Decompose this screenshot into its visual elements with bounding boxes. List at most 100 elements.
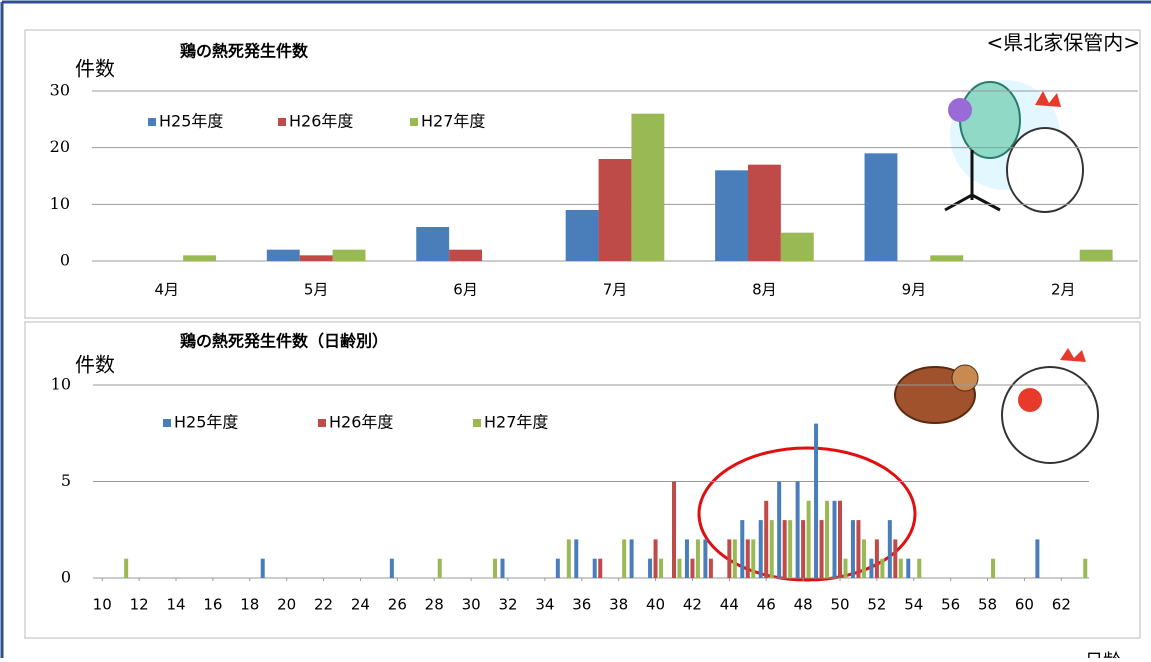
bar xyxy=(703,539,707,578)
bar xyxy=(574,539,578,578)
x-tick-label: 52 xyxy=(867,596,886,614)
bar xyxy=(648,559,652,578)
bar xyxy=(556,559,560,578)
bar xyxy=(501,559,505,578)
bar xyxy=(893,539,897,578)
x-tick-label: 42 xyxy=(683,596,702,614)
x-tick-label: 10 xyxy=(93,596,112,614)
bar xyxy=(1035,539,1039,578)
bar xyxy=(267,250,300,261)
x-tick-label: 38 xyxy=(609,596,628,614)
bar xyxy=(991,559,995,578)
bar xyxy=(820,520,824,578)
bar xyxy=(764,501,768,578)
x-tick-label: 2月 xyxy=(1051,281,1076,299)
bar xyxy=(727,539,731,578)
legend-label: H25年度 xyxy=(159,112,223,131)
bar xyxy=(654,539,658,578)
legend-swatch xyxy=(473,419,481,427)
bar xyxy=(825,501,829,578)
legend-swatch xyxy=(410,118,418,126)
y-tick-label: 0 xyxy=(60,251,70,270)
legend-swatch xyxy=(278,118,286,126)
bar xyxy=(709,559,713,578)
bar xyxy=(124,559,128,578)
legend-label: H26年度 xyxy=(329,413,393,432)
x-tick-label: 54 xyxy=(904,596,923,614)
bar xyxy=(917,559,921,578)
y-tick-label: 20 xyxy=(50,137,70,156)
bar xyxy=(261,559,265,578)
bar xyxy=(856,520,860,578)
chart-title: 鶏の熱死発生件数（日齢別） xyxy=(180,332,388,351)
x-tick-label: 28 xyxy=(425,596,444,614)
x-tick-label: 50 xyxy=(830,596,849,614)
bar xyxy=(796,482,800,579)
bar xyxy=(631,114,664,261)
bar xyxy=(630,539,634,578)
bar xyxy=(438,559,442,578)
x-tick-label: 48 xyxy=(794,596,813,614)
bar xyxy=(183,255,216,261)
bar xyxy=(685,539,689,578)
illustration-fan xyxy=(945,80,1083,212)
bar xyxy=(333,250,366,261)
bar xyxy=(770,520,774,578)
bar xyxy=(751,539,755,578)
x-tick-label: 14 xyxy=(166,596,185,614)
bar xyxy=(1083,559,1087,578)
y-tick-label: 0 xyxy=(61,568,71,587)
bar xyxy=(865,153,898,261)
x-axis-label: 日齢 xyxy=(1085,651,1121,658)
bar xyxy=(416,227,449,261)
x-tick-label: 32 xyxy=(498,596,517,614)
bar xyxy=(888,520,892,578)
x-tick-label: 5月 xyxy=(304,281,329,299)
bar xyxy=(783,520,787,578)
bar xyxy=(696,539,700,578)
x-tick-label: 44 xyxy=(720,596,739,614)
bar xyxy=(1080,250,1113,261)
x-tick-label: 16 xyxy=(203,596,222,614)
x-tick-label: 46 xyxy=(757,596,776,614)
bar xyxy=(781,233,814,261)
y-tick-label: 10 xyxy=(51,375,71,394)
x-tick-label: 30 xyxy=(462,596,481,614)
y-tick-label: 30 xyxy=(50,81,70,100)
bar xyxy=(746,539,750,578)
bar xyxy=(567,539,571,578)
bar xyxy=(759,520,763,578)
bar xyxy=(844,559,848,578)
bar xyxy=(593,559,597,578)
chart-title: 鶏の熱死発生件数 xyxy=(180,42,309,61)
x-tick-label: 26 xyxy=(388,596,407,614)
legend-swatch xyxy=(318,419,326,427)
x-tick-label: 18 xyxy=(240,596,259,614)
bar xyxy=(807,501,811,578)
x-tick-label: 58 xyxy=(978,596,997,614)
bar xyxy=(869,559,873,578)
x-tick-label: 7月 xyxy=(603,281,628,299)
bar xyxy=(566,210,599,261)
y-axis-label: 件数 xyxy=(75,57,115,81)
bar xyxy=(622,539,626,578)
x-tick-label: 34 xyxy=(535,596,554,614)
bar xyxy=(851,520,855,578)
x-tick-label: 36 xyxy=(572,596,591,614)
annotation: <県北家保管内> xyxy=(986,31,1140,55)
bar xyxy=(833,501,837,578)
slide: 鶏の熱死発生件数件数<県北家保管内>01020304月5月6月7月8月9月2月H… xyxy=(0,0,1151,658)
legend-swatch xyxy=(163,419,171,427)
bar xyxy=(875,539,879,578)
bar xyxy=(880,559,884,578)
illustration-chickens xyxy=(895,348,1098,463)
y-axis-label: 件数 xyxy=(75,353,115,377)
bar xyxy=(599,159,632,261)
x-tick-label: 20 xyxy=(277,596,296,614)
bar xyxy=(598,559,602,578)
bar xyxy=(449,250,482,261)
y-tick-label: 5 xyxy=(61,471,71,490)
bar xyxy=(300,255,333,261)
y-tick-label: 10 xyxy=(50,194,70,213)
bar xyxy=(740,520,744,578)
